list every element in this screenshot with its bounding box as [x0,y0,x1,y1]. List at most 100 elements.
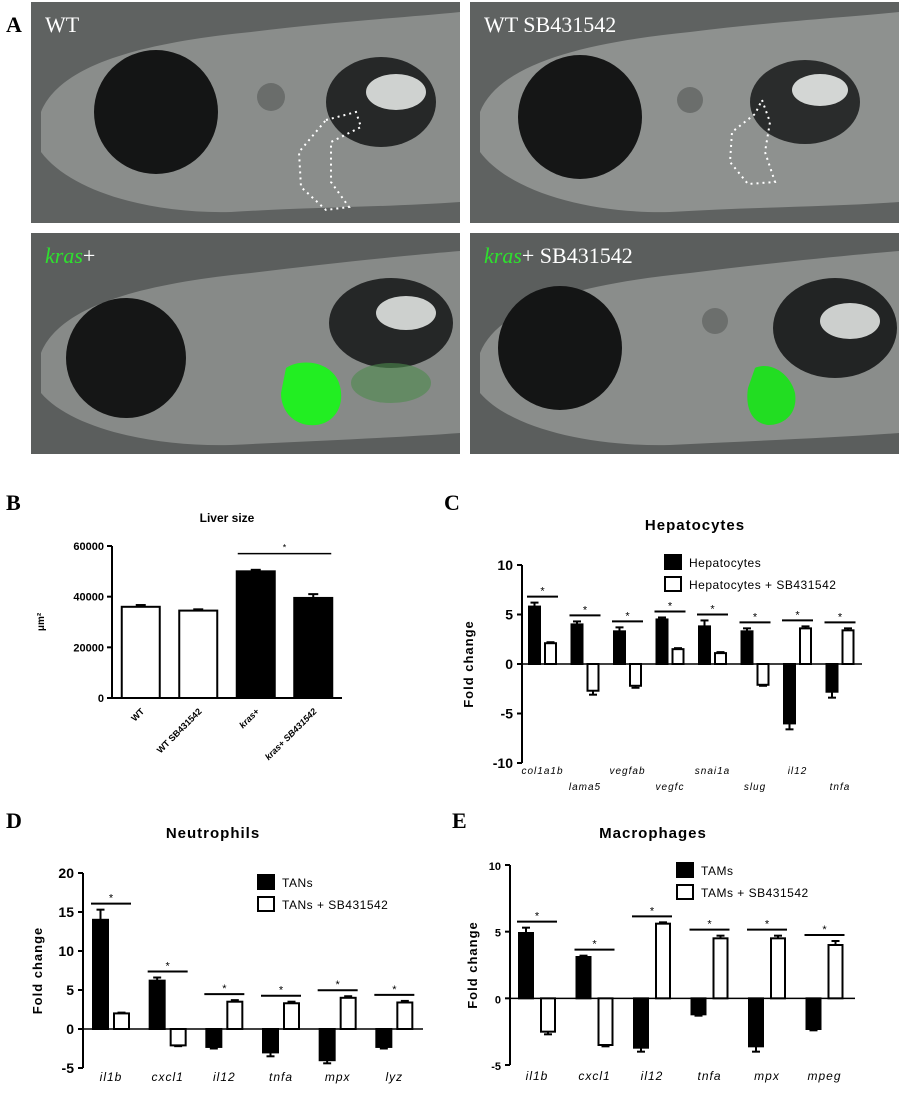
chart-hepatocytes: Hepatocytes -10 -5 0 5 10 Fold change Hepatocyt… [455,500,895,800]
x-tick-label: il12 [788,766,808,777]
y-tick-label: 15 [58,904,74,920]
chart-macrophages: Macrophages -5 0 5 10 Fold change TAMs TAMs + S… [455,815,895,1090]
x-tick-label: vegfc [656,782,685,793]
micrograph-kras-sb431542: kras+ SB431542 [470,233,899,454]
significance-star: * [795,609,800,621]
x-tick-label: snai1a [695,766,730,777]
bar [825,663,839,693]
significance-star: * [166,961,171,973]
significance-star: * [392,984,397,996]
y-tick-label: -5 [62,1060,75,1076]
x-tick-label: lyz [385,1070,403,1084]
significance-star: * [535,911,540,923]
bar [544,642,557,666]
y-tick-label: 0 [505,656,513,672]
legend-label: TANs [282,876,313,890]
image-label: WT SB431542 [484,12,617,37]
bar [92,918,109,1030]
significance-star: * [625,610,630,622]
legend-swatch [676,862,694,878]
y-tick-label: 10 [489,861,501,873]
legend-label: TAMs + SB431542 [701,886,809,900]
legend-label: Hepatocytes + SB431542 [689,578,836,592]
significance-star: * [707,919,712,931]
significance-star: * [710,603,715,615]
bar [235,570,276,699]
chart-liver-size: Liver size 0 20000 40000 60000 μm² WT WT SB4315… [20,500,440,800]
bar [113,1012,130,1030]
hepatocytes-chart: Hepatocytes -10 -5 0 5 10 Fold change Hepatocyt… [461,517,862,793]
y-tick-label: 10 [497,557,513,573]
bar [633,997,649,1049]
bar [740,630,754,665]
bar [586,663,600,692]
x-tick-label: vegfab [609,766,645,777]
significance-star: * [650,905,655,917]
bar [629,663,642,687]
x-tick-label: mpx [754,1069,780,1083]
significance-star: * [765,919,770,931]
larva-kras-image [31,233,460,454]
legend-swatch [257,874,275,890]
macrophages-chart: Macrophages -5 0 5 10 Fold change TAMs TAMs + S… [465,825,855,1083]
y-tick-label: -10 [493,755,513,771]
panel-letter-c: C [444,490,460,515]
y-tick-label: 10 [58,943,74,959]
image-label: kras+ SB431542 [484,243,633,268]
bar [169,1028,187,1047]
y-tick-label: 5 [495,928,501,940]
panel-letter-a: A [6,12,22,37]
x-tick-label: WT SB431542 [155,706,204,755]
significance-star: * [668,600,673,612]
bar [293,596,334,699]
x-tick-label: tnfa [697,1069,721,1083]
bar [318,1028,336,1062]
bar [805,997,822,1030]
legend-label: TAMs [701,864,733,878]
x-tick-label: mpx [325,1070,351,1084]
y-tick-label: 5 [505,607,513,623]
chart-title: Liver size [200,511,255,525]
micrograph-kras: kras+ [31,233,460,454]
bar [613,630,626,665]
bar [841,629,855,665]
panel-letter-e: E [452,808,467,833]
y-tick-label: 5 [66,982,74,998]
panel-letter-d: D [6,808,22,833]
liver-size-chart: Liver size 0 20000 40000 60000 μm² WT WT SB4315… [36,511,342,762]
bar [570,623,584,665]
significance-star: * [336,979,341,991]
significance-star: * [753,611,758,623]
bar [783,663,796,725]
y-tick-label: -5 [491,1061,501,1073]
micrograph-wt-sb431542: WT SB431542 [470,2,899,223]
y-axis-label: Fold change [465,921,480,1009]
y-tick-label: 60000 [73,541,104,553]
x-tick-label: kras+ SB431542 [263,706,319,762]
legend-swatch [257,896,275,912]
chart-title: Neutrophils [166,825,260,842]
bar [714,652,727,666]
bar [283,1002,300,1030]
bar [575,956,592,1000]
legend-label: Hepatocytes [689,556,761,570]
bar [178,609,219,699]
bar [518,932,534,1000]
x-tick-label: il1b [100,1070,123,1084]
legend-swatch [676,884,694,900]
legend-label: TANs + SB431542 [282,898,388,912]
y-axis-label: Fold change [461,620,476,708]
bar [528,605,541,665]
y-tick-label: 40000 [73,592,104,604]
bar [396,1001,414,1030]
y-tick-label: 20000 [73,642,104,654]
bar [375,1028,393,1048]
bar [698,625,711,665]
y-tick-label: 20 [58,865,74,881]
bar [339,996,357,1031]
y-tick-label: 0 [98,693,104,705]
chart-title: Hepatocytes [645,517,745,534]
x-tick-label: tnfa [269,1070,293,1084]
y-tick-label: 0 [66,1021,74,1037]
bar [655,922,671,1000]
